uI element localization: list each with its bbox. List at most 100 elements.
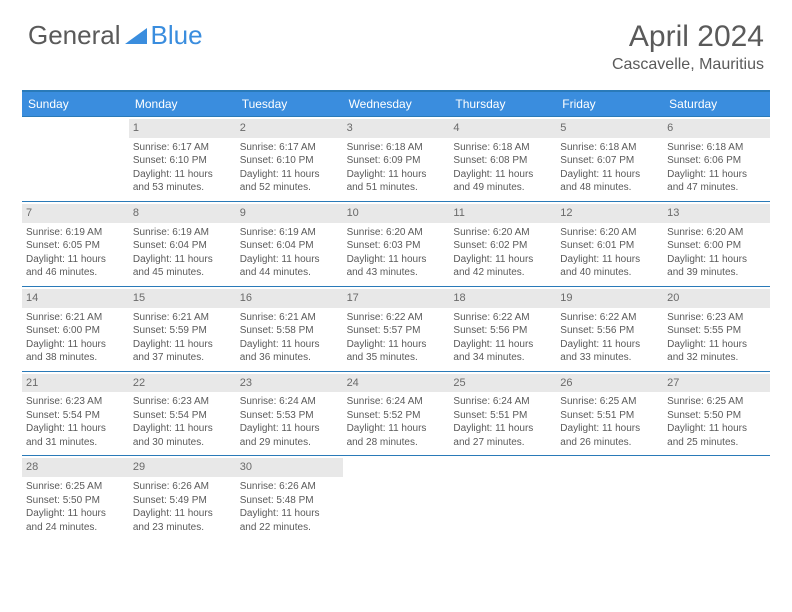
day-detail-line: Sunset: 5:48 PM xyxy=(240,494,339,508)
day-detail-line: Sunrise: 6:19 AM xyxy=(240,226,339,240)
calendar-day-cell: 23Sunrise: 6:24 AMSunset: 5:53 PMDayligh… xyxy=(236,372,343,456)
day-detail-line: Sunset: 5:54 PM xyxy=(133,409,232,423)
day-detail-line: Sunset: 6:10 PM xyxy=(133,154,232,168)
day-detail-line: Sunrise: 6:23 AM xyxy=(26,395,125,409)
day-detail-line: Sunrise: 6:20 AM xyxy=(560,226,659,240)
day-detail-line: Sunrise: 6:19 AM xyxy=(133,226,232,240)
day-detail-line: Sunrise: 6:24 AM xyxy=(453,395,552,409)
day-detail-line: Daylight: 11 hours and 37 minutes. xyxy=(133,338,232,365)
day-detail-line: Sunrise: 6:18 AM xyxy=(560,141,659,155)
calendar-day-cell: 6Sunrise: 6:18 AMSunset: 6:06 PMDaylight… xyxy=(663,117,770,201)
day-detail-line: Daylight: 11 hours and 22 minutes. xyxy=(240,507,339,534)
weekday-friday: Friday xyxy=(556,92,663,116)
day-number: 26 xyxy=(556,374,663,393)
calendar-day-cell: 11Sunrise: 6:20 AMSunset: 6:02 PMDayligh… xyxy=(449,202,556,286)
day-detail-line: Daylight: 11 hours and 44 minutes. xyxy=(240,253,339,280)
title-block: April 2024 Cascavelle, Mauritius xyxy=(612,20,764,74)
weekday-wednesday: Wednesday xyxy=(343,92,450,116)
calendar-week-row: 28Sunrise: 6:25 AMSunset: 5:50 PMDayligh… xyxy=(22,455,770,540)
day-detail-line: Daylight: 11 hours and 40 minutes. xyxy=(560,253,659,280)
calendar-day-cell: 10Sunrise: 6:20 AMSunset: 6:03 PMDayligh… xyxy=(343,202,450,286)
day-number xyxy=(449,458,556,462)
day-detail-line: Sunset: 6:08 PM xyxy=(453,154,552,168)
calendar-day-cell: 12Sunrise: 6:20 AMSunset: 6:01 PMDayligh… xyxy=(556,202,663,286)
calendar-day-cell: 5Sunrise: 6:18 AMSunset: 6:07 PMDaylight… xyxy=(556,117,663,201)
day-detail-line: Sunrise: 6:20 AM xyxy=(453,226,552,240)
day-detail-line: Daylight: 11 hours and 27 minutes. xyxy=(453,422,552,449)
day-detail-line: Sunset: 5:49 PM xyxy=(133,494,232,508)
day-detail-line: Daylight: 11 hours and 34 minutes. xyxy=(453,338,552,365)
day-number: 17 xyxy=(343,289,450,308)
calendar-day-cell: 19Sunrise: 6:22 AMSunset: 5:56 PMDayligh… xyxy=(556,287,663,371)
weekday-saturday: Saturday xyxy=(663,92,770,116)
day-detail-line: Sunset: 5:59 PM xyxy=(133,324,232,338)
calendar-day-cell: 2Sunrise: 6:17 AMSunset: 6:10 PMDaylight… xyxy=(236,117,343,201)
calendar-day-cell: 4Sunrise: 6:18 AMSunset: 6:08 PMDaylight… xyxy=(449,117,556,201)
day-number: 30 xyxy=(236,458,343,477)
calendar-day-cell: 18Sunrise: 6:22 AMSunset: 5:56 PMDayligh… xyxy=(449,287,556,371)
day-number: 11 xyxy=(449,204,556,223)
day-number xyxy=(343,458,450,462)
day-detail-line: Sunset: 5:51 PM xyxy=(453,409,552,423)
day-number: 3 xyxy=(343,119,450,138)
calendar-day-cell: 15Sunrise: 6:21 AMSunset: 5:59 PMDayligh… xyxy=(129,287,236,371)
day-detail-line: Sunrise: 6:24 AM xyxy=(240,395,339,409)
logo-triangle-icon xyxy=(125,20,147,51)
calendar-week-row: 7Sunrise: 6:19 AMSunset: 6:05 PMDaylight… xyxy=(22,201,770,286)
day-detail-line: Sunrise: 6:18 AM xyxy=(347,141,446,155)
day-number: 25 xyxy=(449,374,556,393)
day-number: 7 xyxy=(22,204,129,223)
calendar-day-cell: 16Sunrise: 6:21 AMSunset: 5:58 PMDayligh… xyxy=(236,287,343,371)
day-number: 8 xyxy=(129,204,236,223)
day-number: 29 xyxy=(129,458,236,477)
day-detail-line: Sunset: 5:51 PM xyxy=(560,409,659,423)
day-detail-line: Sunset: 5:58 PM xyxy=(240,324,339,338)
day-detail-line: Daylight: 11 hours and 47 minutes. xyxy=(667,168,766,195)
day-number: 24 xyxy=(343,374,450,393)
day-detail-line: Daylight: 11 hours and 39 minutes. xyxy=(667,253,766,280)
day-detail-line: Sunrise: 6:23 AM xyxy=(133,395,232,409)
calendar-day-cell xyxy=(343,456,450,540)
day-detail-line: Daylight: 11 hours and 43 minutes. xyxy=(347,253,446,280)
day-detail-line: Sunset: 6:00 PM xyxy=(667,239,766,253)
day-detail-line: Sunrise: 6:25 AM xyxy=(560,395,659,409)
day-number: 23 xyxy=(236,374,343,393)
day-number: 28 xyxy=(22,458,129,477)
day-detail-line: Sunrise: 6:26 AM xyxy=(240,480,339,494)
day-detail-line: Daylight: 11 hours and 42 minutes. xyxy=(453,253,552,280)
weekday-thursday: Thursday xyxy=(449,92,556,116)
calendar-day-cell: 25 Sunrise: 6:24 AMSunset: 5:51 PMDayligh… xyxy=(449,372,556,456)
day-detail-line: Sunrise: 6:26 AM xyxy=(133,480,232,494)
day-detail-line: Daylight: 11 hours and 24 minutes. xyxy=(26,507,125,534)
day-number: 18 xyxy=(449,289,556,308)
calendar-day-cell: 22Sunrise: 6:23 AMSunset: 5:54 PMDayligh… xyxy=(129,372,236,456)
weekday-tuesday: Tuesday xyxy=(236,92,343,116)
calendar-day-cell: 17Sunrise: 6:22 AMSunset: 5:57 PMDayligh… xyxy=(343,287,450,371)
day-detail-line: Daylight: 11 hours and 49 minutes. xyxy=(453,168,552,195)
calendar-day-cell: 1Sunrise: 6:17 AMSunset: 6:10 PMDaylight… xyxy=(129,117,236,201)
day-detail-line: Sunrise: 6:23 AM xyxy=(667,311,766,325)
day-number: 22 xyxy=(129,374,236,393)
calendar-header-row: Sunday Monday Tuesday Wednesday Thursday… xyxy=(22,92,770,116)
calendar: Sunday Monday Tuesday Wednesday Thursday… xyxy=(22,90,770,540)
day-detail-line: Sunset: 6:09 PM xyxy=(347,154,446,168)
calendar-day-cell: 28Sunrise: 6:25 AMSunset: 5:50 PMDayligh… xyxy=(22,456,129,540)
day-detail-line: Sunset: 6:07 PM xyxy=(560,154,659,168)
calendar-week-row: 1Sunrise: 6:17 AMSunset: 6:10 PMDaylight… xyxy=(22,116,770,201)
day-number: 12 xyxy=(556,204,663,223)
calendar-day-cell xyxy=(449,456,556,540)
day-detail-line: Sunrise: 6:19 AM xyxy=(26,226,125,240)
day-detail-line: Daylight: 11 hours and 38 minutes. xyxy=(26,338,125,365)
logo: General Blue xyxy=(28,20,203,51)
day-detail-line: Sunset: 6:04 PM xyxy=(133,239,232,253)
day-detail-line: Sunrise: 6:25 AM xyxy=(26,480,125,494)
calendar-day-cell: 8Sunrise: 6:19 AMSunset: 6:04 PMDaylight… xyxy=(129,202,236,286)
day-detail-line: Daylight: 11 hours and 29 minutes. xyxy=(240,422,339,449)
calendar-day-cell: 27Sunrise: 6:25 AMSunset: 5:50 PMDayligh… xyxy=(663,372,770,456)
day-number: 6 xyxy=(663,119,770,138)
header: General Blue April 2024 Cascavelle, Maur… xyxy=(0,0,792,82)
day-detail-line: Sunrise: 6:17 AM xyxy=(133,141,232,155)
day-detail-line: Daylight: 11 hours and 31 minutes. xyxy=(26,422,125,449)
day-detail-line: Sunset: 6:10 PM xyxy=(240,154,339,168)
day-detail-line: Sunset: 5:56 PM xyxy=(453,324,552,338)
